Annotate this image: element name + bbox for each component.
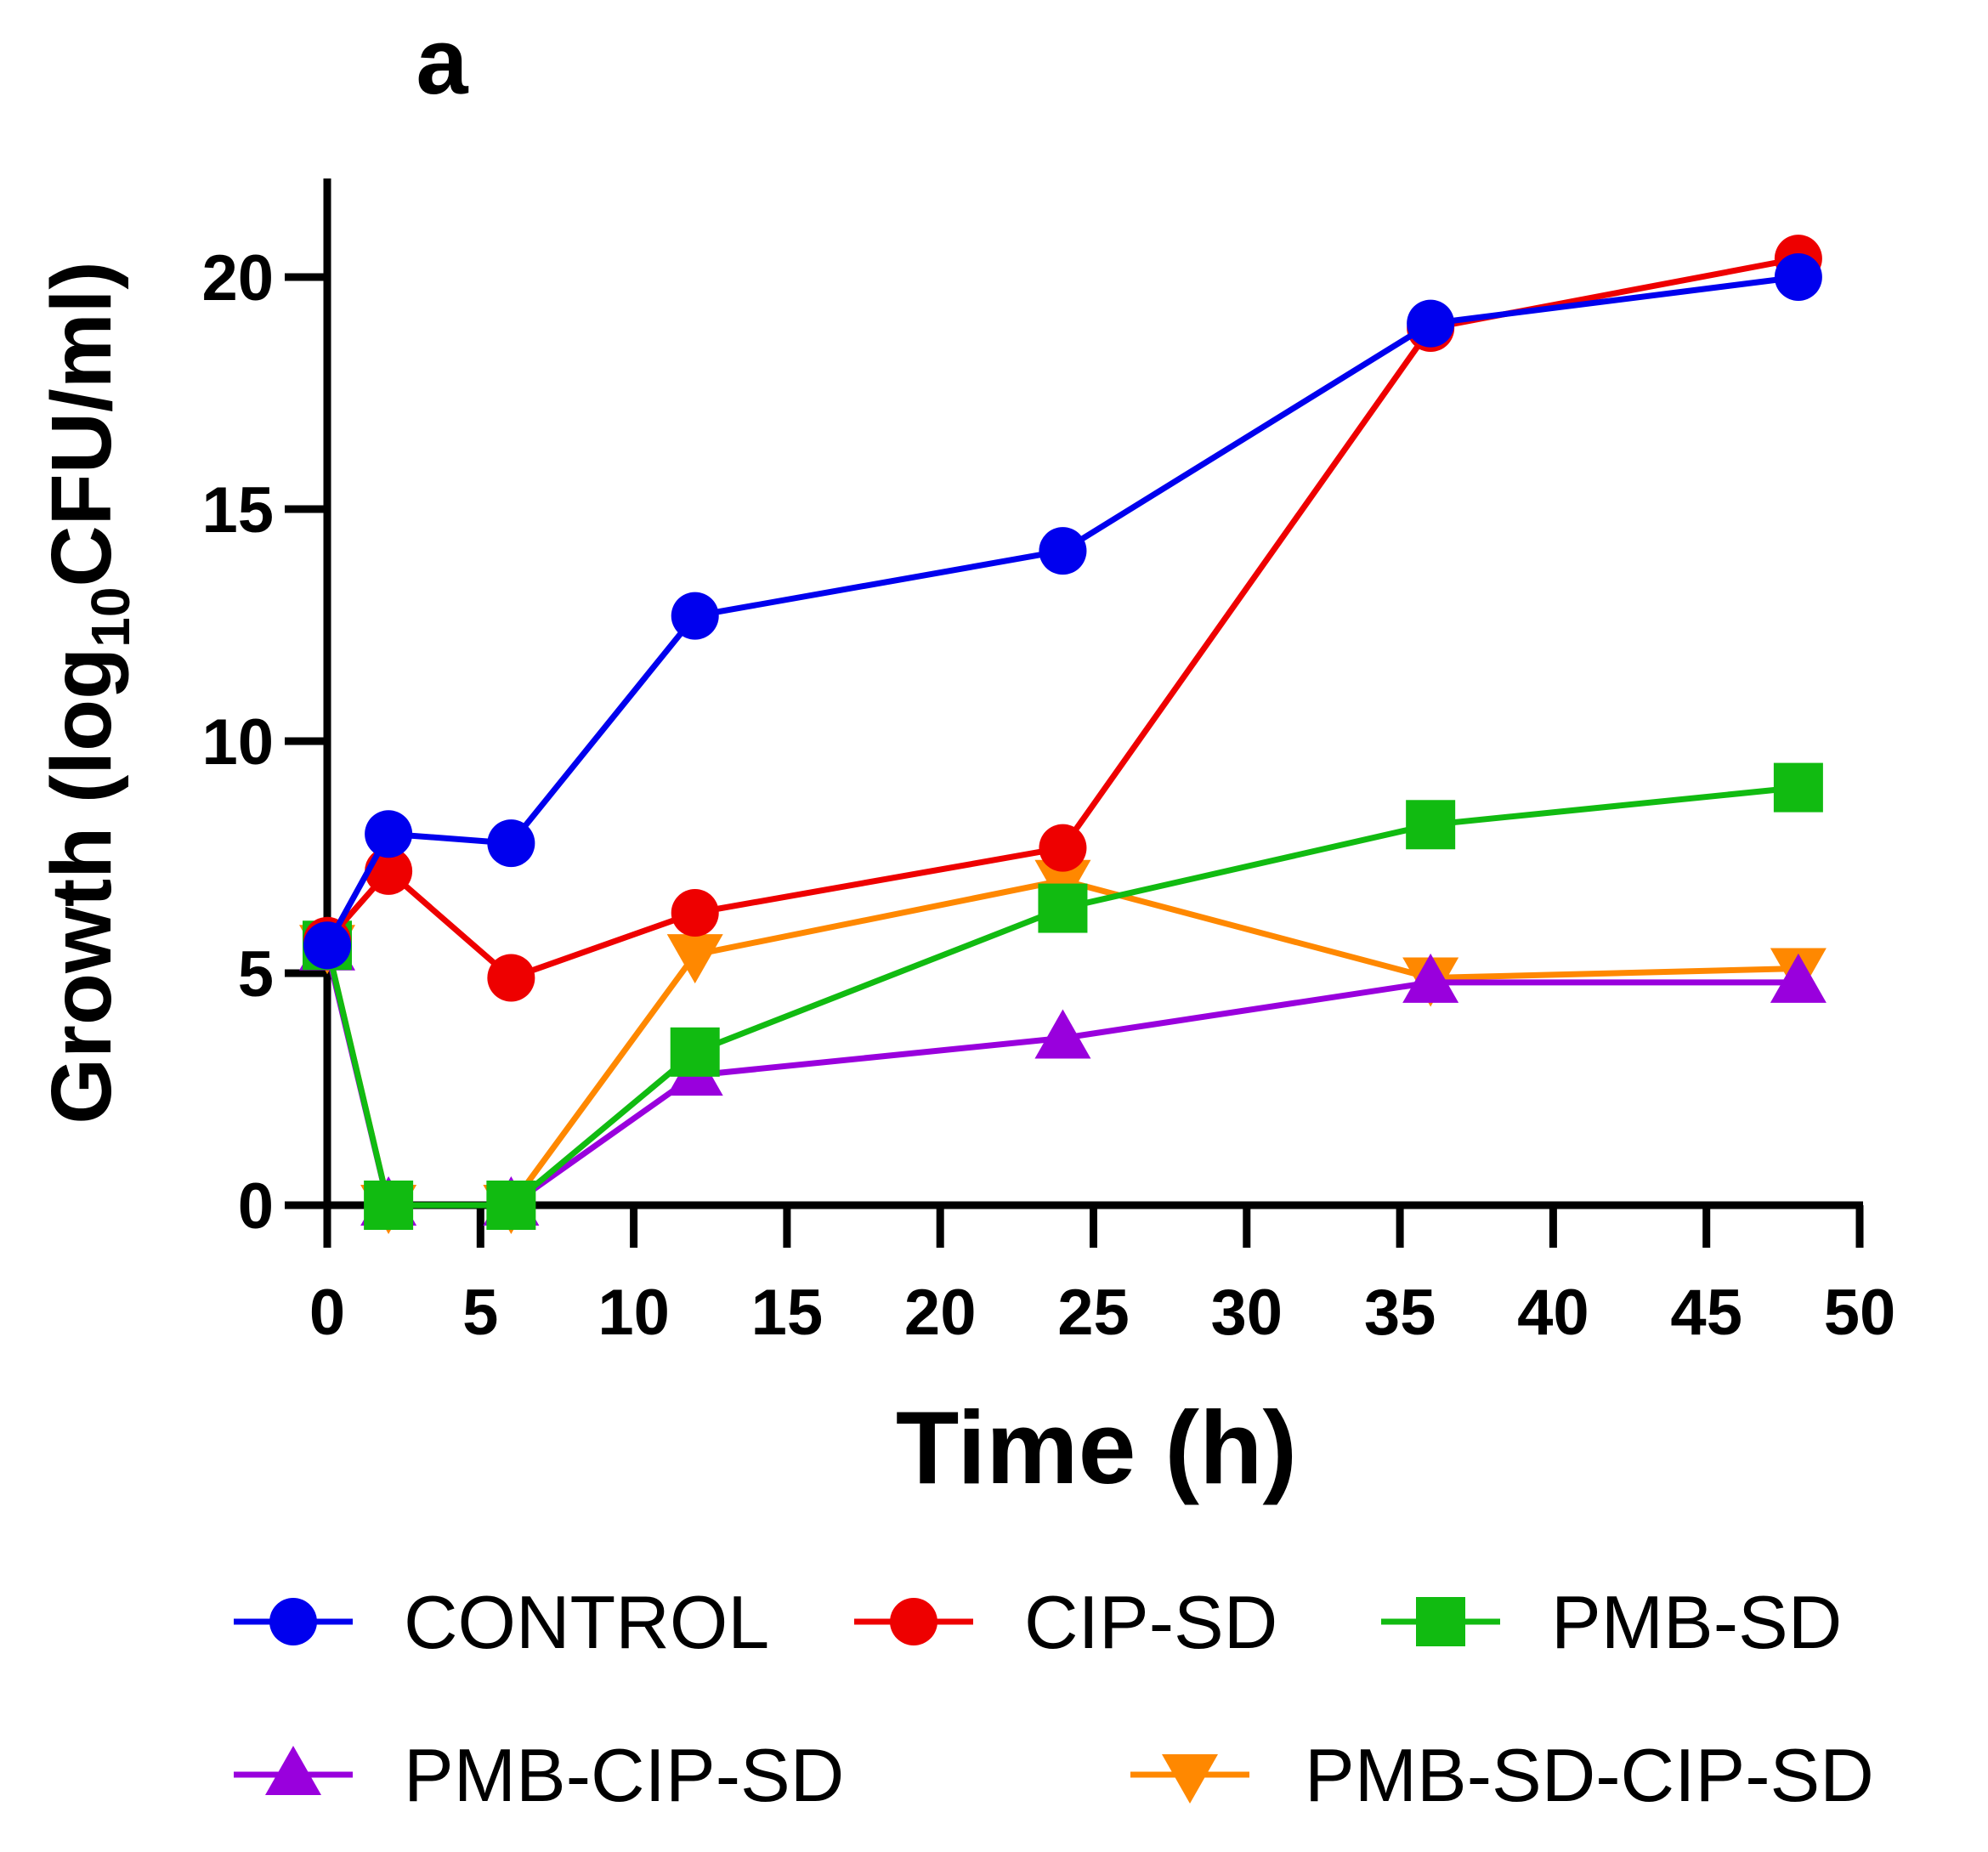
series-line-pmb-cip-sd [324, 949, 1798, 1209]
data-point-pmb-sd [486, 1181, 536, 1230]
data-point-control [1774, 253, 1822, 301]
data-point-pmb-cip-sd [1034, 1009, 1091, 1059]
data-point-control [1407, 299, 1455, 348]
x-tick-label: 20 [904, 1277, 977, 1349]
legend: CONTROL CIP-SD PMB-SD PMB-CIP-SD PMB-SD-CIP-… [234, 1580, 1874, 1817]
legend-marker [1416, 1597, 1465, 1646]
data-point-pmb-sd [1406, 800, 1456, 850]
x-axis-title: Time (h) [896, 1390, 1297, 1505]
data-point-control [303, 921, 351, 970]
data-point-control [1039, 527, 1087, 575]
legend-item-cip-sd: CIP-SD [854, 1580, 1277, 1664]
data-point-pmb-sd [1773, 762, 1823, 813]
legend-marker [269, 1598, 317, 1645]
legend-item-pmb-cip-sd: PMB-CIP-SD [234, 1733, 844, 1817]
x-tick-label: 10 [598, 1277, 670, 1349]
y-axis-title: Growth (log10CFU/ml) [34, 261, 141, 1124]
y-tick-label: 15 [201, 474, 274, 547]
series-control [303, 253, 1822, 970]
y-axis-title-subscript: 10 [80, 587, 141, 648]
axes: 0 5 10 15 20 25 30 35 40 45 50 0 5 10 15 20 [201, 178, 1895, 1349]
y-axis-title-prefix: Growth (log [34, 648, 129, 1124]
data-point-control [365, 810, 413, 858]
y-tick-label: 5 [238, 938, 274, 1011]
series-layer [299, 235, 1827, 1234]
x-tick-label: 45 [1670, 1277, 1742, 1349]
legend-marker [890, 1598, 937, 1645]
y-tick-label: 0 [238, 1170, 274, 1243]
y-axis-title-suffix: CFU/ml) [34, 261, 129, 586]
x-tick-label: 50 [1824, 1277, 1896, 1349]
data-point-pmb-sd [1038, 883, 1088, 933]
legend-label: PMB-CIP-SD [404, 1733, 844, 1817]
data-point-control [487, 819, 535, 868]
svg-text:Growth (log10CFU/ml): Growth (log10CFU/ml) [34, 261, 141, 1124]
data-point-pmb-cip-sd [1770, 953, 1827, 1003]
legend-marker [1162, 1754, 1218, 1804]
data-point-pmb-sd [670, 1027, 720, 1077]
y-tick-label: 10 [201, 706, 274, 779]
data-point-cip-sd [487, 954, 535, 1002]
data-point-pmb-cip-sd [1402, 953, 1459, 1003]
x-tick-label: 35 [1364, 1277, 1436, 1349]
legend-label: PMB-SD [1551, 1580, 1842, 1664]
x-tick-label: 25 [1057, 1277, 1130, 1349]
panel-label: a [416, 9, 468, 114]
x-tick-label: 30 [1211, 1277, 1283, 1349]
data-point-cip-sd [671, 889, 719, 937]
legend-item-pmb-sd-cip-sd: PMB-SD-CIP-SD [1130, 1733, 1874, 1817]
x-tick-label: 0 [309, 1277, 345, 1349]
data-point-control [671, 592, 719, 640]
y-tick-label: 20 [201, 242, 274, 314]
data-point-pmb-sd [364, 1181, 414, 1230]
legend-marker [265, 1746, 321, 1795]
legend-label: CONTROL [404, 1580, 769, 1664]
x-tick-label: 5 [462, 1277, 498, 1349]
legend-item-control: CONTROL [234, 1580, 769, 1664]
data-point-pmb-sd-cip-sd [666, 934, 723, 984]
legend-label: PMB-SD-CIP-SD [1305, 1733, 1874, 1817]
data-point-cip-sd [1039, 824, 1087, 872]
legend-item-pmb-sd: PMB-SD [1381, 1580, 1842, 1664]
legend-label: CIP-SD [1024, 1580, 1277, 1664]
x-tick-label: 40 [1517, 1277, 1589, 1349]
x-tick-label: 15 [751, 1277, 824, 1349]
